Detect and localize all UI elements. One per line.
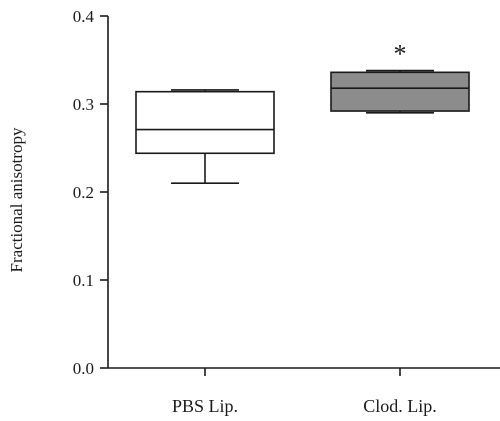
- y-tick-label: 0.2: [73, 183, 94, 202]
- y-tick-label: 0.0: [73, 359, 94, 378]
- x-tick-label: PBS Lip.: [172, 396, 238, 416]
- significance-marker: *: [394, 40, 407, 69]
- y-axis-title: Fractional anisotropy: [7, 127, 26, 272]
- y-tick-label: 0.3: [73, 95, 94, 114]
- boxes: *: [135, 40, 470, 184]
- y-tick-label: 0.4: [73, 7, 95, 26]
- box-iqr: [135, 90, 275, 155]
- y-tick-label: 0.1: [73, 271, 94, 290]
- x-tick-label: Clod. Lip.: [363, 396, 437, 416]
- axes: 0.0 0.1 0.2 0.3 0.4 PBS Lip. Clod. Lip.: [73, 7, 500, 416]
- box-iqr: [330, 71, 470, 112]
